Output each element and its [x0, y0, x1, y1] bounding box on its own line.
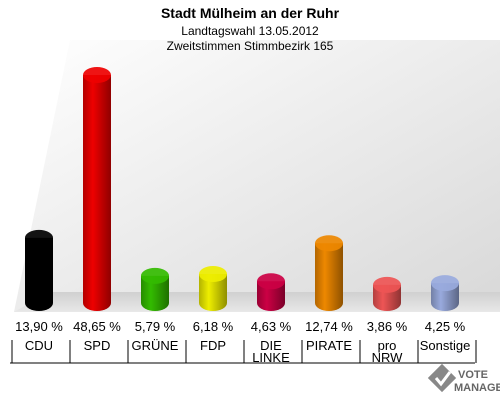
category-label-pirate: PIRATE [306, 338, 352, 353]
category-label-cdu: CDU [25, 338, 53, 353]
value-label-gr-ne: 5,79 % [135, 319, 176, 334]
chart-title: Stadt Mülheim an der Ruhr [161, 5, 340, 21]
value-label-die-linke: 4,63 % [251, 319, 292, 334]
value-label-spd: 48,65 % [73, 319, 121, 334]
bar-gr-ne [141, 267, 169, 311]
labels-group: 13,90 % CDU 48,65 % SPD 5,79 % GRÜNE 6,18 % FDP… [10, 319, 477, 365]
category-label-fdp: FDP [200, 338, 226, 353]
category-label-gr-ne: GRÜNE [132, 338, 179, 353]
chart-subtitle-1: Landtagswahl 13.05.2012 [181, 24, 319, 38]
watermark-line-1: VOTE [458, 369, 488, 381]
value-label-pirate: 12,74 % [305, 319, 353, 334]
bar-spd [83, 67, 111, 311]
watermark-line-2: MANAGER [454, 382, 500, 394]
vote-manager-logo: VOTE MANAGER [427, 363, 500, 394]
value-label-sonstige: 4,25 % [425, 319, 466, 334]
bar-die-linke [257, 273, 285, 311]
bar-pirate [315, 235, 343, 311]
category-label-sonstige: Sonstige [420, 338, 471, 353]
bar-sonstige [431, 275, 459, 311]
value-label-pro-nrw: 3,86 % [367, 319, 408, 334]
category-label-die-linke: DIE LINKE [252, 338, 290, 365]
bar-cdu [25, 229, 53, 311]
bars-group [25, 67, 459, 311]
bar-pro-nrw [373, 276, 401, 311]
chart-subtitle-2: Zweitstimmen Stimmbezirk 165 [167, 39, 334, 53]
value-label-cdu: 13,90 % [15, 319, 63, 334]
chart-background [14, 40, 500, 312]
category-label-pro-nrw: pro NRW [372, 338, 404, 365]
bar-fdp [199, 266, 227, 311]
value-label-fdp: 6,18 % [193, 319, 234, 334]
category-label-spd: SPD [84, 338, 111, 353]
checkmark-icon [427, 363, 457, 393]
